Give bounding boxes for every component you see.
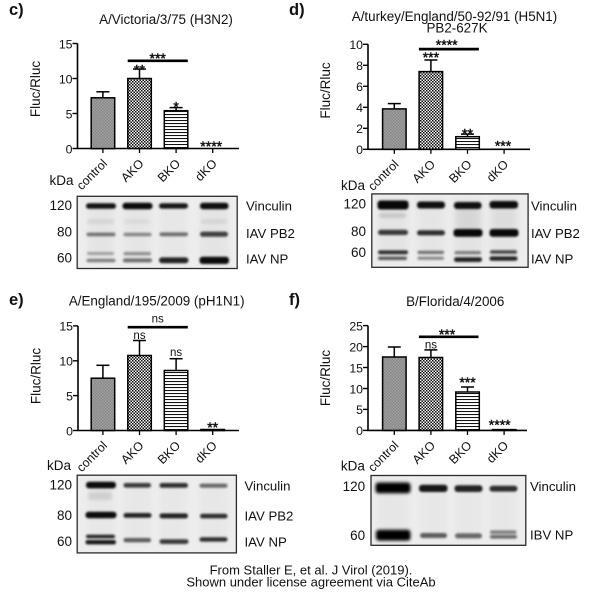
svg-text:***: ***: [423, 49, 440, 65]
svg-text:15: 15: [349, 361, 363, 375]
svg-text:From Staller E, et al. J Virol: From Staller E, et al. J Virol (2019).: [210, 563, 413, 578]
svg-text:Fluc/Rluc: Fluc/Rluc: [29, 348, 44, 405]
svg-text:e): e): [9, 291, 24, 309]
svg-text:IAV PB2: IAV PB2: [531, 226, 580, 241]
svg-text:15: 15: [59, 320, 73, 334]
svg-text:80: 80: [57, 225, 72, 240]
svg-text:***: ***: [150, 50, 167, 66]
svg-text:Fluc/Rluc: Fluc/Rluc: [318, 350, 333, 407]
svg-text:ns: ns: [170, 347, 182, 359]
svg-text:5: 5: [66, 389, 73, 403]
svg-text:60: 60: [351, 245, 366, 260]
svg-text:10: 10: [349, 38, 363, 52]
svg-text:Vinculin: Vinculin: [245, 479, 291, 494]
svg-text:10: 10: [59, 355, 73, 369]
svg-text:A/turkey/England/50-92/91 (H5N: A/turkey/England/50-92/91 (H5N1): [352, 9, 557, 24]
svg-text:60: 60: [57, 251, 72, 266]
svg-text:10: 10: [59, 72, 73, 86]
svg-text:20: 20: [349, 340, 363, 354]
svg-text:Vinculin: Vinculin: [531, 199, 577, 214]
svg-text:***: ***: [439, 326, 456, 342]
svg-text:80: 80: [57, 508, 72, 523]
svg-text:A/Victoria/3/75 (H3N2): A/Victoria/3/75 (H3N2): [99, 12, 233, 27]
svg-text:15: 15: [59, 37, 73, 51]
svg-text:B/Florida/4/2006: B/Florida/4/2006: [406, 294, 504, 309]
svg-text:120: 120: [49, 478, 72, 493]
svg-text:10: 10: [349, 382, 363, 396]
svg-text:8: 8: [356, 59, 363, 73]
svg-text:120: 120: [343, 197, 366, 212]
svg-text:Shown under license agreement: Shown under license agreement via CiteAb: [186, 574, 435, 589]
svg-text:120: 120: [49, 198, 72, 213]
svg-text:2: 2: [356, 122, 363, 136]
svg-text:*: *: [173, 99, 179, 115]
svg-text:ns: ns: [133, 330, 145, 342]
svg-text:****: ****: [436, 36, 458, 52]
svg-text:60: 60: [57, 534, 72, 549]
svg-text:0: 0: [66, 142, 73, 156]
svg-text:ns: ns: [425, 340, 437, 352]
svg-text:kDa: kDa: [47, 458, 71, 473]
svg-text:IAV NP: IAV NP: [245, 535, 287, 550]
svg-text:f): f): [289, 291, 300, 309]
svg-text:Vinculin: Vinculin: [530, 479, 576, 494]
svg-text:25: 25: [349, 319, 363, 333]
svg-text:IAV PB2: IAV PB2: [245, 509, 294, 524]
svg-text:0: 0: [356, 424, 363, 438]
svg-text:***: ***: [495, 138, 512, 154]
svg-text:kDa: kDa: [341, 459, 365, 474]
svg-text:5: 5: [356, 403, 363, 417]
svg-text:Fluc/Rluc: Fluc/Rluc: [28, 61, 43, 118]
svg-text:Fluc/Rluc: Fluc/Rluc: [318, 62, 333, 119]
svg-text:****: ****: [489, 417, 511, 433]
svg-text:60: 60: [350, 528, 365, 543]
svg-text:IBV NP: IBV NP: [530, 528, 573, 543]
svg-text:A/England/195/2009 (pH1N1): A/England/195/2009 (pH1N1): [69, 294, 245, 309]
svg-text:kDa: kDa: [49, 173, 73, 188]
svg-text:Vinculin: Vinculin: [246, 199, 292, 214]
svg-text:4: 4: [356, 101, 363, 115]
svg-text:****: ****: [200, 138, 222, 154]
svg-text:**: **: [134, 62, 145, 78]
svg-text:c): c): [9, 1, 24, 19]
svg-text:**: **: [462, 126, 473, 142]
svg-text:IAV NP: IAV NP: [246, 252, 288, 267]
svg-text:IAV NP: IAV NP: [531, 252, 573, 267]
svg-text:80: 80: [351, 224, 366, 239]
svg-text:0: 0: [66, 424, 73, 438]
svg-text:kDa: kDa: [341, 178, 365, 193]
svg-text:6: 6: [356, 80, 363, 94]
svg-text:120: 120: [343, 479, 366, 494]
svg-text:***: ***: [459, 374, 476, 390]
svg-text:d): d): [289, 1, 305, 19]
svg-text:IAV PB2: IAV PB2: [246, 226, 295, 241]
svg-text:**: **: [207, 419, 218, 435]
svg-text:0: 0: [356, 143, 363, 157]
svg-text:PB2-627K: PB2-627K: [426, 21, 487, 36]
svg-text:5: 5: [66, 107, 73, 121]
svg-text:ns: ns: [152, 314, 164, 326]
